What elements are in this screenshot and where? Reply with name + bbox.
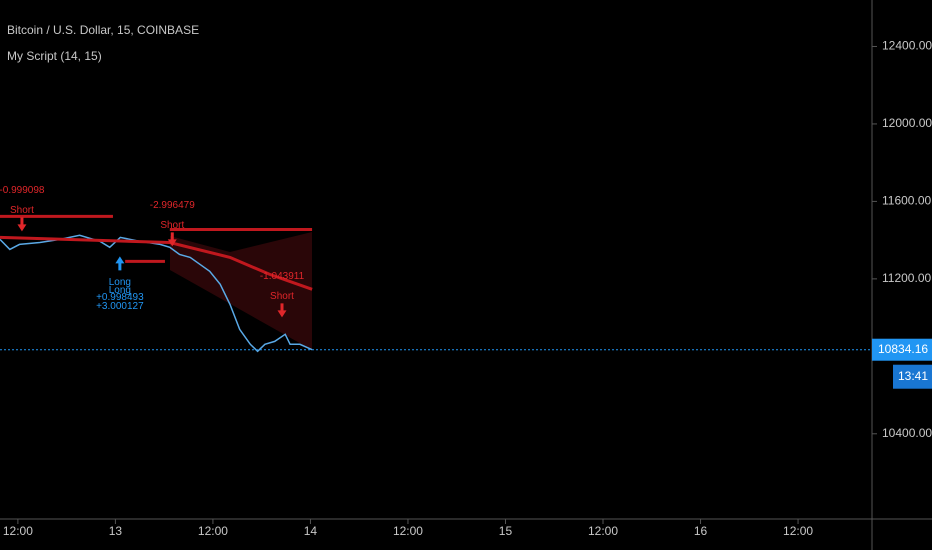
signal-label: +0.998493 (96, 292, 144, 303)
long-arrow (115, 256, 125, 271)
x-tick-label: 14 (304, 524, 318, 538)
shade-area (170, 232, 312, 350)
y-tick-label: 11200.00 (882, 271, 931, 285)
x-tick-label: 12:00 (3, 524, 33, 538)
x-tick-label: 15 (499, 524, 513, 538)
signal-label: -0.999098 (0, 185, 45, 196)
signal-side: Short (160, 220, 184, 231)
chart-title: Bitcoin / U.S. Dollar, 15, COINBASE (7, 23, 199, 37)
y-tick-label: 12400.00 (882, 39, 932, 53)
indicator-name: My Script (14, 15) (7, 49, 102, 63)
signal-side: Short (10, 205, 34, 216)
signal-label: -2.996479 (150, 200, 195, 211)
signal-side: Short (270, 291, 294, 302)
x-tick-label: 13 (109, 524, 123, 538)
x-tick-label: 12:00 (783, 524, 813, 538)
x-tick-label: 16 (694, 524, 708, 538)
short-arrow (167, 232, 177, 247)
series-line (0, 235, 313, 291)
signal-side: Long (109, 285, 131, 296)
short-arrow (277, 303, 287, 318)
y-tick-label: 11600.00 (882, 194, 931, 208)
y-tick-label: 12000.00 (882, 116, 932, 130)
y-tick-label: 10400.00 (882, 426, 932, 440)
countdown-label: 13:41 (898, 369, 928, 383)
x-tick-label: 12:00 (393, 524, 423, 538)
short-arrow (17, 217, 27, 232)
last-price-box (872, 338, 932, 361)
signal-label: -1.043911 (260, 271, 305, 282)
x-tick-label: 12:00 (198, 524, 228, 538)
last-price-label: 10834.16 (878, 342, 928, 356)
signal-label: +3.000127 (96, 301, 144, 312)
signal-side: Long (109, 277, 131, 288)
x-tick-label: 12:00 (588, 524, 618, 538)
countdown-box (893, 364, 932, 389)
